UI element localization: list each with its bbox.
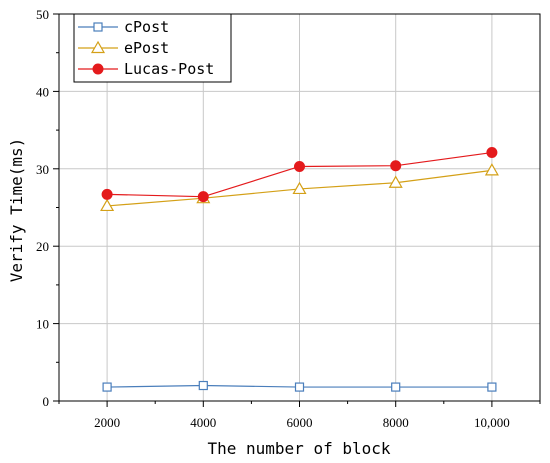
- data-point: [390, 160, 402, 172]
- x-tick-label: 10,000: [474, 415, 510, 430]
- x-tick-label: 6000: [287, 415, 313, 430]
- legend: cPost ePost Lucas-Post: [73, 13, 232, 83]
- legend-label: ePost: [124, 39, 169, 57]
- legend-label: Lucas-Post: [124, 60, 214, 78]
- data-point: [484, 163, 499, 176]
- data-point: [101, 188, 113, 200]
- legend-marker: [90, 40, 106, 54]
- legend-marker: [93, 22, 103, 32]
- legend-label: cPost: [124, 18, 169, 36]
- series-epost: [100, 163, 499, 212]
- data-point: [100, 198, 115, 212]
- data-point: [294, 160, 305, 172]
- data-point: [292, 181, 307, 195]
- series-lucas-post: [101, 147, 498, 203]
- y-axis-title: Verify Time(ms): [7, 138, 26, 283]
- axes: 2000 4000 6000 8000 10,000 0 10 20 30 40 50: [36, 7, 541, 430]
- y-tick-label: 50: [36, 7, 49, 22]
- x-tick-label: 4000: [190, 415, 216, 430]
- y-tick-label: 40: [36, 84, 49, 99]
- x-tick-label: 8000: [383, 415, 409, 430]
- legend-marker: [92, 63, 104, 75]
- data-point: [487, 382, 497, 392]
- series-cpost: [102, 380, 497, 392]
- y-tick-label: 0: [43, 394, 50, 409]
- data-point: [198, 380, 208, 391]
- x-tick-label: 2000: [94, 415, 120, 430]
- data-point: [294, 382, 305, 392]
- series-layer: [100, 147, 499, 392]
- y-tick-label: 20: [36, 239, 49, 254]
- y-tick-label: 30: [36, 162, 49, 177]
- data-point: [102, 382, 112, 392]
- data-point: [486, 147, 498, 159]
- data-point: [388, 175, 403, 188]
- data-point: [197, 191, 209, 203]
- x-axis-title: The number of block: [207, 439, 390, 458]
- data-point: [391, 382, 401, 392]
- y-tick-label: 10: [36, 317, 49, 332]
